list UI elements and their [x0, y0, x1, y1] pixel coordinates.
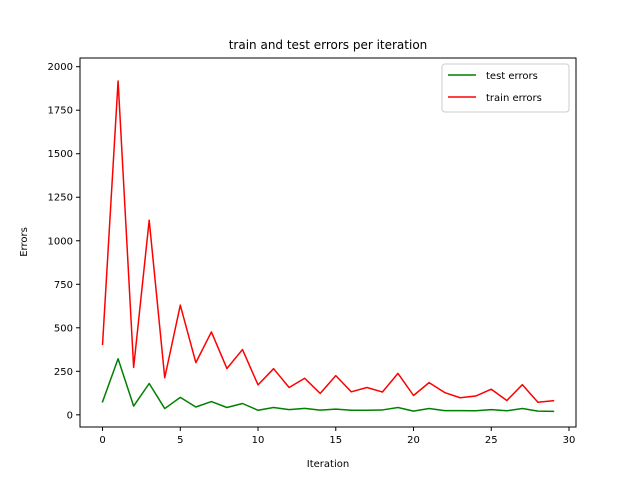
y-tick-label: 2000	[48, 62, 73, 73]
y-axis-label: Errors	[19, 227, 30, 257]
legend-label-test-errors: test errors	[486, 71, 538, 82]
series-line-train-errors	[101, 80, 555, 404]
y-tick-label: 1000	[48, 236, 73, 247]
y-tick-label: 1500	[48, 149, 73, 160]
y-tick-label: 250	[54, 367, 73, 378]
y-ticks: 0 250 500 750 1000 1250 1500 1750 2000	[48, 62, 80, 421]
legend: test errors train errors	[441, 63, 570, 113]
y-tick-label: 500	[54, 323, 73, 334]
plot-frame	[79, 57, 577, 428]
axes	[79, 57, 577, 428]
legend-box	[441, 63, 570, 113]
series-lines	[101, 80, 555, 413]
x-tick-label: 0	[99, 435, 105, 446]
x-tick-label: 10	[252, 435, 265, 446]
y-tick-label: 750	[54, 280, 73, 291]
x-tick-label: 30	[563, 435, 576, 446]
y-tick-label: 0	[67, 410, 73, 421]
x-tick-label: 15	[329, 435, 342, 446]
chart-title: train and test errors per iteration	[229, 38, 428, 52]
x-tick-label: 25	[485, 435, 498, 446]
x-tick-label: 5	[177, 435, 183, 446]
x-axis-label: Iteration	[307, 459, 349, 470]
y-tick-label: 1250	[48, 193, 73, 204]
legend-label-train-errors: train errors	[486, 93, 542, 104]
series-line-test-errors	[101, 358, 555, 413]
x-tick-label: 20	[407, 435, 420, 446]
x-ticks: 0 5 10 15 20 25 30	[99, 427, 575, 446]
y-tick-label: 1750	[48, 106, 73, 117]
